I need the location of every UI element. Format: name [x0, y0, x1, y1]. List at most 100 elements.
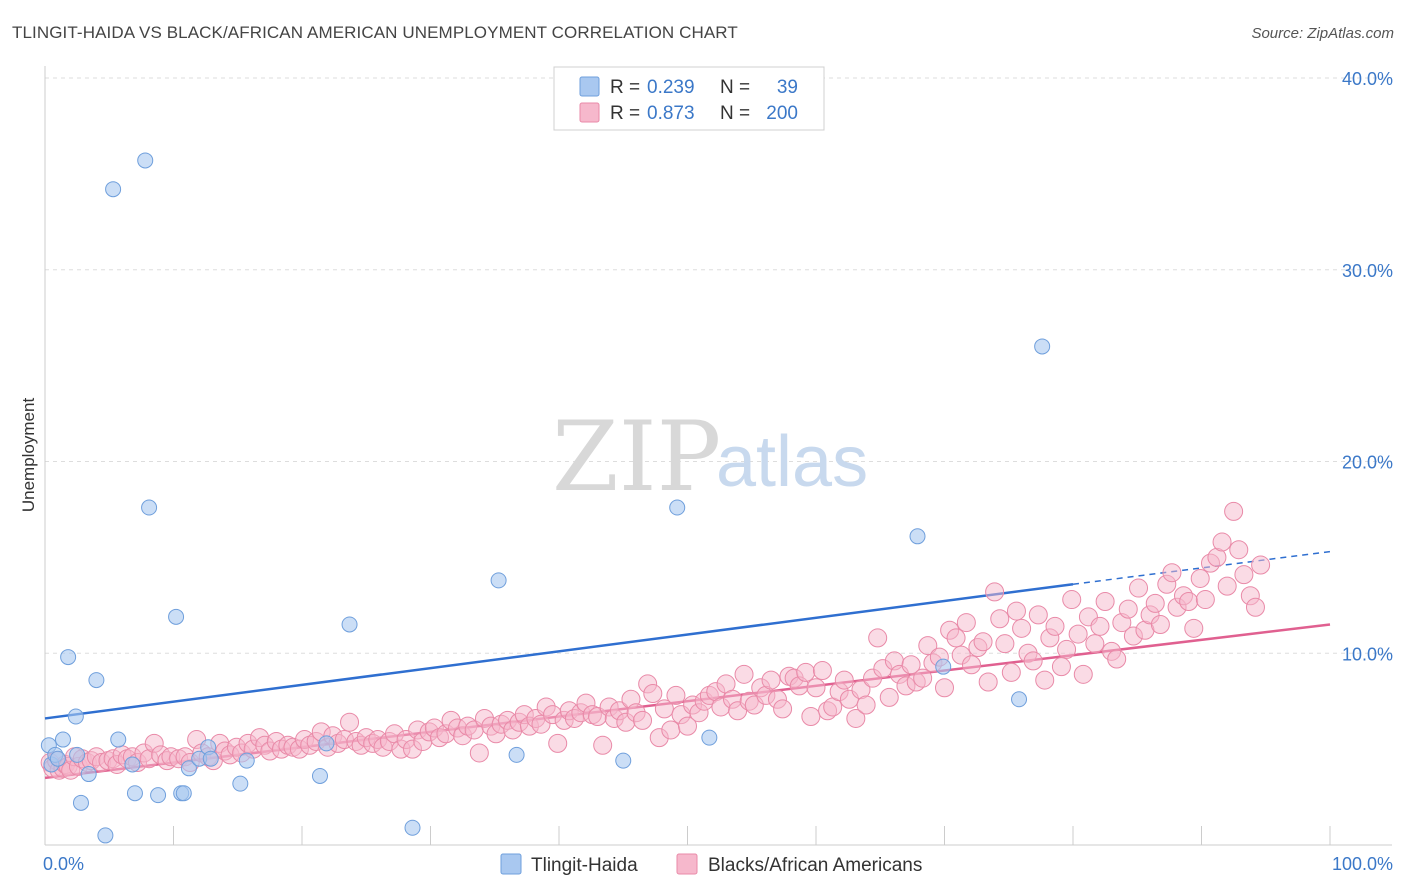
data-point	[341, 616, 358, 633]
legend-n-label-0: N =	[720, 77, 750, 98]
data-point	[311, 767, 328, 784]
legend-r-label-1: R =	[610, 103, 640, 124]
data-point	[180, 760, 197, 777]
data-point	[124, 756, 141, 773]
data-point	[548, 733, 568, 753]
data-point	[318, 735, 335, 752]
data-point	[796, 662, 816, 682]
axes-layer	[44, 66, 1392, 846]
data-point	[879, 687, 899, 707]
legend-swatch-black-african-american	[579, 102, 600, 123]
data-point	[1023, 651, 1043, 671]
data-point	[1162, 563, 1182, 583]
data-point	[868, 628, 888, 648]
y-tick-label-40: 40.0%	[1342, 69, 1393, 89]
data-point	[801, 707, 821, 727]
chart-source: Source: ZipAtlas.com	[1251, 25, 1394, 42]
data-point	[678, 716, 697, 736]
data-point	[761, 670, 781, 690]
data-point	[238, 752, 255, 769]
data-point	[1006, 601, 1026, 621]
data-point	[1045, 616, 1065, 636]
data-point	[593, 735, 613, 755]
grid-layer	[45, 77, 1392, 654]
data-point	[1001, 662, 1021, 682]
data-point	[1224, 501, 1244, 521]
data-point	[1095, 591, 1115, 611]
points-layer	[40, 152, 1271, 844]
bottom-legend-swatch-tlingit-haida	[500, 853, 522, 875]
bottom-legend-label-tlingit-haida: Tlingit-Haida	[531, 855, 638, 876]
data-point	[137, 152, 154, 169]
bottom-legend-label-black-african-american: Blacks/African Americans	[708, 855, 922, 876]
y-tick-label-30: 30.0%	[1342, 261, 1393, 281]
data-point	[69, 746, 86, 763]
data-point	[1090, 616, 1110, 636]
x-tick-label-0: 0.0%	[43, 854, 84, 874]
legend-r-value-1: 0.873	[647, 103, 695, 124]
data-point	[80, 766, 97, 783]
data-point	[1245, 597, 1265, 617]
stats-legend: R = 0.239 N = 39 R = 0.873 N = 200	[553, 66, 825, 131]
data-point	[404, 819, 421, 836]
data-point	[615, 752, 632, 769]
data-point	[834, 670, 854, 690]
y-tick-label-20: 20.0%	[1342, 453, 1393, 473]
bottom-legend: Tlingit-Haida Blacks/African Americans	[500, 853, 922, 876]
data-point	[1035, 670, 1055, 690]
data-point	[49, 750, 66, 767]
data-point	[54, 731, 71, 748]
data-point	[150, 787, 167, 804]
data-point	[1028, 605, 1048, 625]
data-point	[946, 628, 966, 648]
trend-line-tlingit-haida	[44, 582, 1074, 720]
data-point	[995, 634, 1015, 654]
watermark-zip: ZIP	[552, 401, 721, 513]
data-point	[175, 785, 192, 802]
data-point	[661, 720, 681, 740]
data-point	[985, 582, 1005, 602]
x-tick-label-100: 100.0%	[1332, 854, 1393, 874]
data-point	[734, 664, 754, 684]
data-point	[935, 658, 952, 675]
data-point	[72, 794, 89, 811]
data-point	[773, 699, 793, 719]
data-point	[643, 684, 663, 704]
data-point	[935, 678, 954, 698]
data-point	[1034, 338, 1051, 355]
legend-r-label-0: R =	[610, 77, 640, 98]
data-point	[1195, 590, 1215, 610]
watermark: ZIP atlas	[552, 401, 868, 513]
data-point	[340, 712, 360, 732]
data-point	[1179, 591, 1199, 611]
data-point	[1212, 532, 1232, 552]
data-point	[88, 672, 105, 689]
data-point	[469, 743, 489, 763]
data-point	[60, 649, 77, 666]
data-point	[1011, 691, 1028, 708]
legend-n-value-1: 200	[766, 103, 798, 124]
data-point	[1062, 590, 1082, 610]
data-point	[1184, 618, 1204, 638]
data-point	[990, 609, 1010, 629]
data-point	[168, 608, 185, 625]
data-point	[1118, 599, 1138, 619]
legend-n-label-1: N =	[720, 103, 750, 124]
data-point	[973, 632, 993, 652]
data-point	[806, 678, 826, 698]
y-axis-label: Unemployment	[19, 398, 38, 513]
data-point	[961, 655, 981, 675]
data-point	[126, 785, 143, 802]
data-point	[67, 708, 84, 725]
data-point	[846, 708, 866, 728]
data-point	[978, 672, 998, 692]
data-point	[956, 613, 976, 633]
watermark-atlas: atlas	[716, 422, 868, 502]
data-point	[654, 699, 674, 719]
data-point	[508, 746, 525, 763]
data-point	[1217, 576, 1237, 596]
data-point	[1085, 634, 1105, 654]
tick-labels: 10.0% 20.0% 30.0% 40.0% 0.0% 100.0%	[43, 69, 1393, 874]
data-point	[1051, 657, 1071, 677]
